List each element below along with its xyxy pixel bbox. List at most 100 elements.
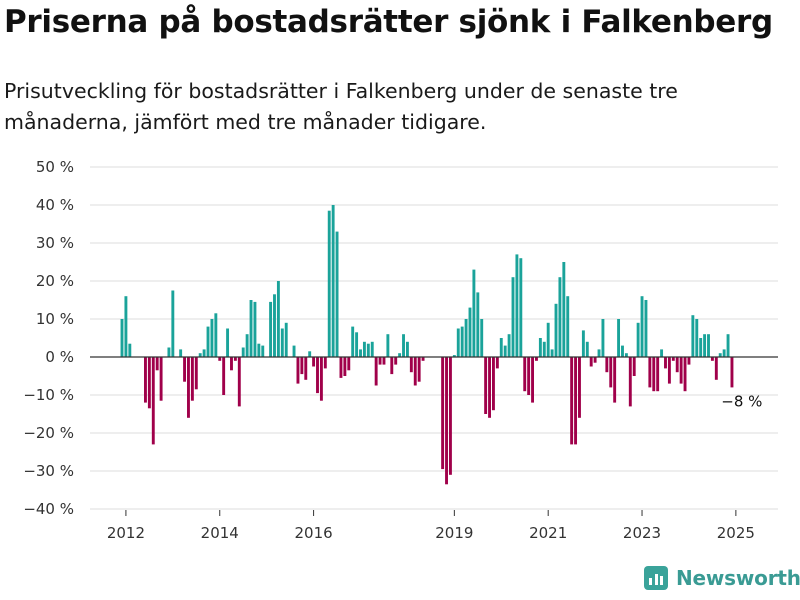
bar bbox=[574, 357, 578, 445]
bar bbox=[222, 357, 226, 395]
bar bbox=[331, 205, 335, 357]
bar bbox=[492, 357, 495, 411]
bar bbox=[538, 338, 542, 357]
bar bbox=[679, 357, 683, 384]
bar bbox=[405, 341, 409, 357]
bar bbox=[691, 315, 695, 357]
bar bbox=[144, 357, 147, 403]
bar bbox=[628, 357, 632, 407]
bar bbox=[550, 349, 554, 357]
bar bbox=[226, 328, 230, 357]
bar bbox=[312, 357, 316, 367]
bar bbox=[171, 290, 175, 357]
annotation-label: −8 % bbox=[721, 392, 762, 410]
y-tick-label: 0 % bbox=[45, 348, 74, 366]
bar bbox=[710, 357, 714, 361]
bar bbox=[316, 357, 319, 394]
bar bbox=[230, 357, 233, 371]
bar bbox=[269, 301, 273, 357]
bar bbox=[218, 357, 222, 361]
bar bbox=[468, 307, 472, 357]
bar bbox=[542, 341, 546, 357]
bar bbox=[624, 353, 628, 357]
bar bbox=[151, 357, 155, 445]
bar bbox=[460, 326, 464, 357]
bar bbox=[527, 357, 531, 395]
bar bbox=[546, 322, 550, 357]
bar-chart: 50 % 40 % 30 % 20 % 10 % 0 % −10 % −20 % −30 % −4… bbox=[23, 158, 778, 542]
y-tick-label: 20 % bbox=[36, 272, 74, 290]
bar bbox=[601, 319, 605, 357]
bar bbox=[699, 338, 703, 357]
bar bbox=[718, 353, 722, 357]
bar bbox=[202, 349, 206, 357]
bar bbox=[210, 319, 214, 357]
bar bbox=[511, 277, 515, 357]
bar bbox=[347, 357, 351, 371]
bar bbox=[448, 357, 452, 475]
bar bbox=[726, 334, 730, 357]
bar bbox=[476, 292, 480, 357]
bar bbox=[409, 357, 413, 373]
bar bbox=[159, 357, 163, 401]
bar bbox=[245, 334, 249, 357]
bar bbox=[386, 334, 390, 357]
bar bbox=[402, 334, 405, 357]
bar bbox=[249, 300, 253, 357]
y-tick-label: 40 % bbox=[36, 196, 74, 214]
bar bbox=[214, 313, 218, 357]
bar bbox=[413, 357, 417, 386]
bar bbox=[194, 357, 198, 390]
bar bbox=[554, 303, 558, 357]
bar bbox=[359, 349, 362, 357]
chart-title: Priserna på bostadsrätter sjönk i Falken… bbox=[4, 4, 773, 40]
bar bbox=[609, 357, 613, 388]
bar bbox=[190, 357, 194, 401]
bar-chart-logo-icon bbox=[644, 566, 668, 590]
bar bbox=[452, 355, 456, 357]
bar bbox=[593, 357, 597, 363]
bar bbox=[523, 357, 527, 392]
bar bbox=[147, 357, 151, 409]
y-tick-label: −10 % bbox=[23, 386, 74, 404]
bar bbox=[495, 357, 499, 369]
bar bbox=[343, 357, 347, 376]
bar bbox=[257, 343, 261, 357]
bar bbox=[562, 262, 566, 357]
bar bbox=[128, 343, 132, 357]
bar bbox=[456, 328, 460, 357]
bar bbox=[390, 357, 394, 375]
bar bbox=[589, 357, 593, 367]
x-tick-label: 2023 bbox=[623, 524, 661, 542]
bar bbox=[398, 353, 402, 357]
bar bbox=[503, 345, 507, 357]
bar bbox=[284, 322, 288, 357]
x-tick-label: 2016 bbox=[294, 524, 332, 542]
bar bbox=[273, 294, 276, 357]
bar bbox=[296, 357, 300, 384]
y-tick-label: 30 % bbox=[36, 234, 74, 252]
bar bbox=[507, 334, 511, 357]
bar bbox=[640, 296, 644, 357]
bar bbox=[660, 349, 664, 357]
bar bbox=[703, 334, 707, 357]
bar bbox=[167, 347, 171, 357]
bar bbox=[570, 357, 574, 445]
bar bbox=[323, 357, 327, 369]
bar bbox=[366, 343, 370, 357]
bar bbox=[261, 345, 265, 357]
bar bbox=[683, 357, 687, 392]
bar bbox=[621, 345, 624, 357]
bar bbox=[464, 319, 468, 357]
bar bbox=[722, 349, 726, 357]
bar bbox=[187, 357, 190, 418]
bar bbox=[292, 345, 296, 357]
bar bbox=[339, 357, 343, 378]
bar bbox=[374, 357, 378, 386]
chart-subtitle: Prisutveckling för bostadsrätter i Falke… bbox=[4, 79, 678, 134]
bar bbox=[652, 357, 656, 392]
bar bbox=[276, 281, 280, 357]
bar bbox=[578, 357, 581, 418]
bar bbox=[499, 338, 503, 357]
bar bbox=[335, 231, 339, 357]
